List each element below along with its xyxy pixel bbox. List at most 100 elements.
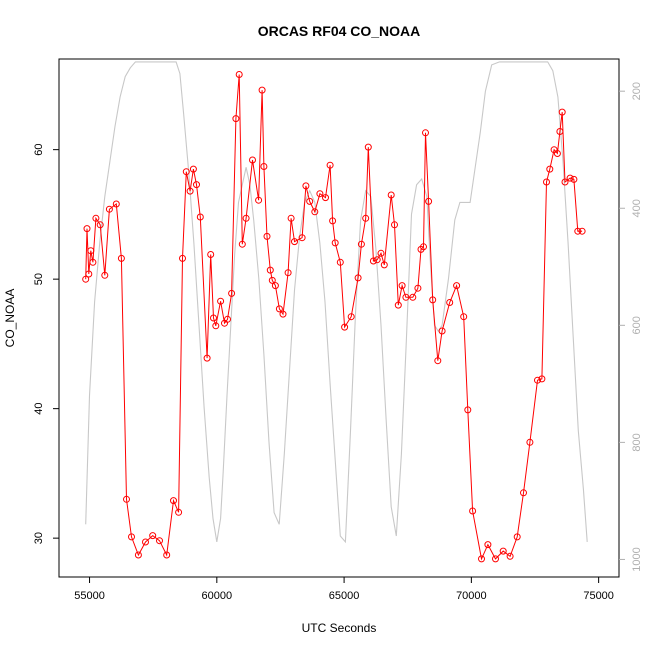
x-tick-label: 60000 — [202, 590, 233, 602]
red-series-point — [526, 438, 534, 446]
red-series-point — [380, 261, 388, 269]
red-series-point — [149, 532, 157, 540]
red-series-point — [306, 197, 314, 205]
red-series-point — [83, 225, 91, 233]
red-series-point — [182, 168, 190, 176]
red-series-point — [242, 214, 250, 222]
red-series-point — [329, 217, 337, 225]
y-tick-label: 50 — [33, 273, 45, 285]
red-series-point — [438, 327, 446, 335]
y-axis-left: 30 40 50 60 — [33, 144, 59, 544]
red-series-point — [434, 357, 442, 365]
red-series-point — [186, 187, 194, 195]
red-series-point — [260, 163, 268, 170]
red-series-line — [85, 74, 583, 561]
red-series-point — [429, 296, 437, 304]
red-series-point — [347, 313, 355, 321]
red-series-point — [235, 71, 243, 78]
red-series-point — [263, 232, 271, 240]
red-series-point — [446, 299, 454, 306]
red-series-point — [287, 214, 295, 222]
red-series-point — [212, 322, 220, 330]
red-series-point — [414, 284, 422, 292]
red-series-point — [574, 227, 582, 235]
red-series-point — [249, 156, 256, 164]
red-series-point — [279, 310, 287, 318]
red-series-point — [354, 274, 362, 282]
red-series-point — [156, 537, 163, 545]
red-series-point — [341, 323, 349, 331]
red-series-point — [96, 221, 104, 229]
gray-series-layer — [85, 61, 588, 544]
red-series-point — [291, 238, 298, 246]
y2-tick-label: 600 — [631, 316, 643, 334]
red-series-point — [520, 489, 527, 497]
plot-frame — [58, 58, 620, 578]
red-series-point — [105, 205, 113, 213]
red-series-point — [364, 143, 372, 151]
red-series-point — [326, 161, 334, 169]
red-series-point — [142, 538, 149, 546]
red-series-point — [578, 227, 586, 235]
y-axis-label: CO_NOAA — [3, 289, 17, 348]
red-series-point — [255, 196, 263, 204]
red-series-point — [175, 508, 183, 516]
y-tick-label: 40 — [33, 403, 45, 415]
red-series-point — [453, 282, 461, 290]
red-series-point — [85, 270, 93, 278]
y-axis-right: 200 400 600 800 1000 — [619, 82, 643, 572]
red-series-point — [357, 240, 365, 248]
red-series-point — [422, 129, 429, 137]
red-series-point — [561, 178, 569, 186]
y2-tick-label: 1000 — [631, 547, 643, 571]
red-series-point — [210, 314, 217, 322]
red-series-point — [402, 293, 410, 301]
red-series-point — [228, 289, 236, 297]
red-series-point — [217, 297, 225, 305]
red-series-point — [117, 254, 125, 262]
y2-tick-label: 400 — [631, 199, 643, 217]
red-series-point — [546, 165, 554, 173]
red-series-point — [464, 406, 472, 414]
red-series-point — [302, 182, 310, 190]
chart-title: ORCAS RF04 CO_NOAA — [258, 23, 421, 39]
red-series-point — [570, 175, 578, 183]
red-series-point — [89, 258, 97, 266]
red-series-point — [271, 282, 279, 290]
red-series-point — [82, 275, 90, 283]
red-series-point — [322, 194, 329, 202]
red-series-layer — [82, 71, 586, 563]
red-series-point — [101, 271, 109, 279]
red-series-point — [420, 243, 427, 251]
red-series-point — [394, 301, 402, 309]
gray-series-line — [85, 61, 588, 544]
red-series-point — [179, 254, 186, 262]
red-series-point — [275, 305, 283, 313]
red-series-point — [362, 214, 370, 222]
x-tick-label: 65000 — [329, 590, 360, 602]
x-axis: 55000 60000 65000 70000 75000 — [74, 577, 614, 602]
red-series-point — [391, 221, 398, 229]
red-series-point — [284, 269, 292, 277]
red-series-point — [123, 495, 130, 503]
red-series-point — [506, 552, 514, 560]
red-series-point — [163, 551, 171, 559]
red-series-point — [373, 256, 381, 264]
red-series-point — [336, 258, 344, 266]
red-series-point — [112, 200, 120, 208]
x-tick-label: 75000 — [583, 590, 614, 602]
red-series-point — [207, 251, 215, 258]
red-series-point — [128, 533, 135, 541]
y2-tick-label: 200 — [631, 82, 643, 100]
red-series-point — [316, 190, 324, 198]
red-series-point — [566, 174, 574, 182]
red-series-point — [258, 86, 266, 94]
red-series-point — [266, 266, 274, 274]
red-series-point — [134, 551, 142, 559]
red-series-point — [331, 239, 339, 247]
y-tick-label: 30 — [33, 532, 45, 544]
red-series-point — [460, 313, 468, 321]
red-series-point — [196, 213, 204, 221]
red-series-point — [87, 247, 95, 255]
